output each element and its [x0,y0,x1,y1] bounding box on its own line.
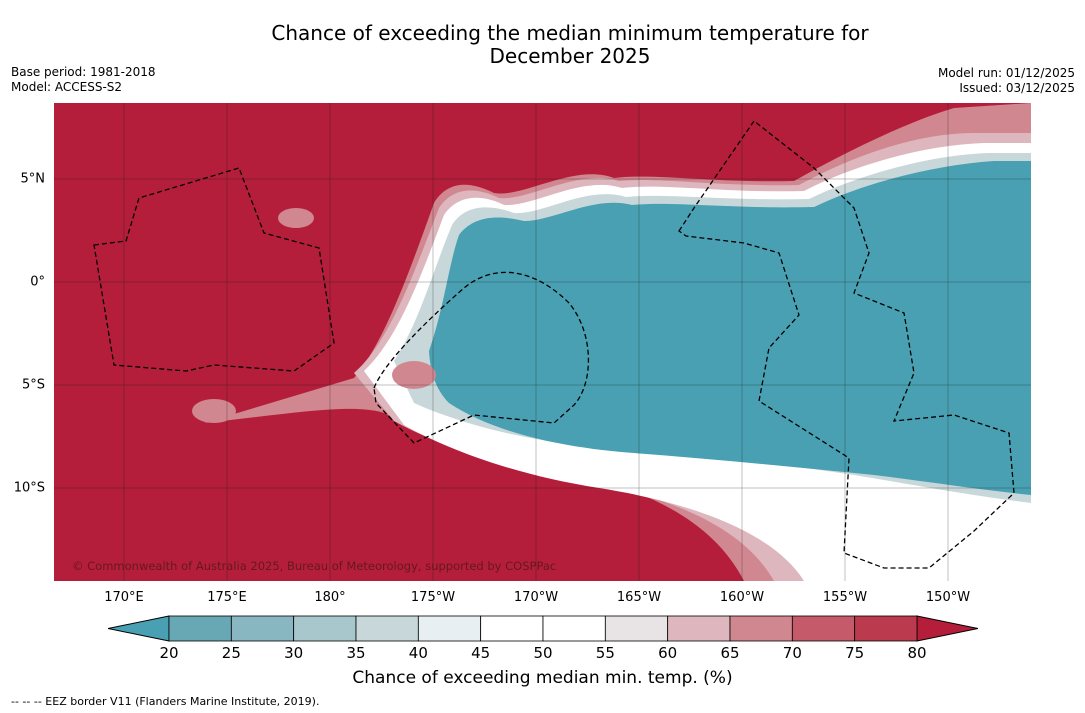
colorbar-tick-80: 80 [907,644,927,662]
colorbar-tick-60: 60 [658,644,678,662]
colorbar-bin-75-80 [854,615,918,642]
colorbar-tick-45: 45 [471,644,491,662]
colorbar-high-extend [916,615,979,642]
lat-label-2: 0° [30,274,45,290]
model-run-text: Model run: 01/12/2025 [937,66,1075,80]
lon-label-1: 170°E [104,590,144,605]
lon-label-8: 155°W [822,590,868,605]
colorbar-bin-50-55 [542,615,606,642]
colorbar-bin-60-65 [667,615,731,642]
colorbar-low-extend [107,615,170,642]
colorbar-bin-35-40 [355,615,419,642]
lon-label-2: 175°E [207,590,247,605]
colorbar-tick-35: 35 [346,644,366,662]
lat-label-3: 5°S [21,377,45,393]
title-line-2: December 2025 [489,44,651,68]
colorbar [107,615,979,642]
issued-text: Issued: 03/12/2025 [959,81,1075,95]
copyright-notice: © Commonwealth of Australia 2025, Bureau… [72,559,557,573]
colorbar-tick-65: 65 [720,644,740,662]
colorbar-tick-55: 55 [595,644,615,662]
warm-patch-2 [278,208,314,228]
colorbar-tick-50: 50 [533,644,553,662]
warm-patch-3 [192,399,236,423]
lat-label-4: 10°S [13,480,45,496]
colorbar-label: Chance of exceeding median min. temp. (%… [352,668,733,688]
title-line-1: Chance of exceeding the median minimum t… [271,21,869,45]
run-info: Model run: 01/12/2025 Issued: 03/12/2025 [938,66,1075,96]
lon-label-7: 160°W [719,590,765,605]
colorbar-tick-75: 75 [845,644,865,662]
eez-borders [93,120,1015,569]
colorbar-bin-45-50 [480,615,544,642]
lon-label-6: 165°W [616,590,662,605]
lon-label-3: 180° [314,590,346,605]
colorbar-bin-40-45 [417,615,482,642]
lon-label-5: 170°W [513,590,559,605]
probability-map [54,103,1031,581]
base-period-text: Base period: 1981-2018 [11,65,156,79]
warm-patch-1 [392,361,436,389]
colorbar-bin-30-35 [293,615,357,642]
cool-region [429,161,1031,495]
chart-title: Chance of exceeding the median minimum t… [190,22,950,68]
lat-label-1: 5°N [20,171,46,187]
colorbar-tick-40: 40 [408,644,428,662]
model-name-text: Model: ACCESS-S2 [11,80,123,94]
colorbar-bin-65-70 [729,615,793,642]
colorbar-tick-70: 70 [782,644,802,662]
lon-label-9: 150°W [925,590,971,605]
model-info: Base period: 1981-2018 Model: ACCESS-S2 [11,65,156,95]
colorbar-bin-55-60 [604,615,669,642]
colorbar-bin-70-75 [791,615,856,642]
lon-label-4: 175°W [410,590,456,605]
colorbar-tick-30: 30 [284,644,304,662]
graticule [54,103,1031,581]
eez-legend-note: -- -- -- EEZ border V11 (Flanders Marine… [11,695,320,708]
colorbar-bin-25-30 [230,615,295,642]
colorbar-bin-20-25 [168,615,232,642]
map-canvas [54,103,1031,581]
colorbar-tick-20: 20 [159,644,179,662]
colorbar-canvas [107,615,979,642]
colorbar-tick-25: 25 [221,644,241,662]
